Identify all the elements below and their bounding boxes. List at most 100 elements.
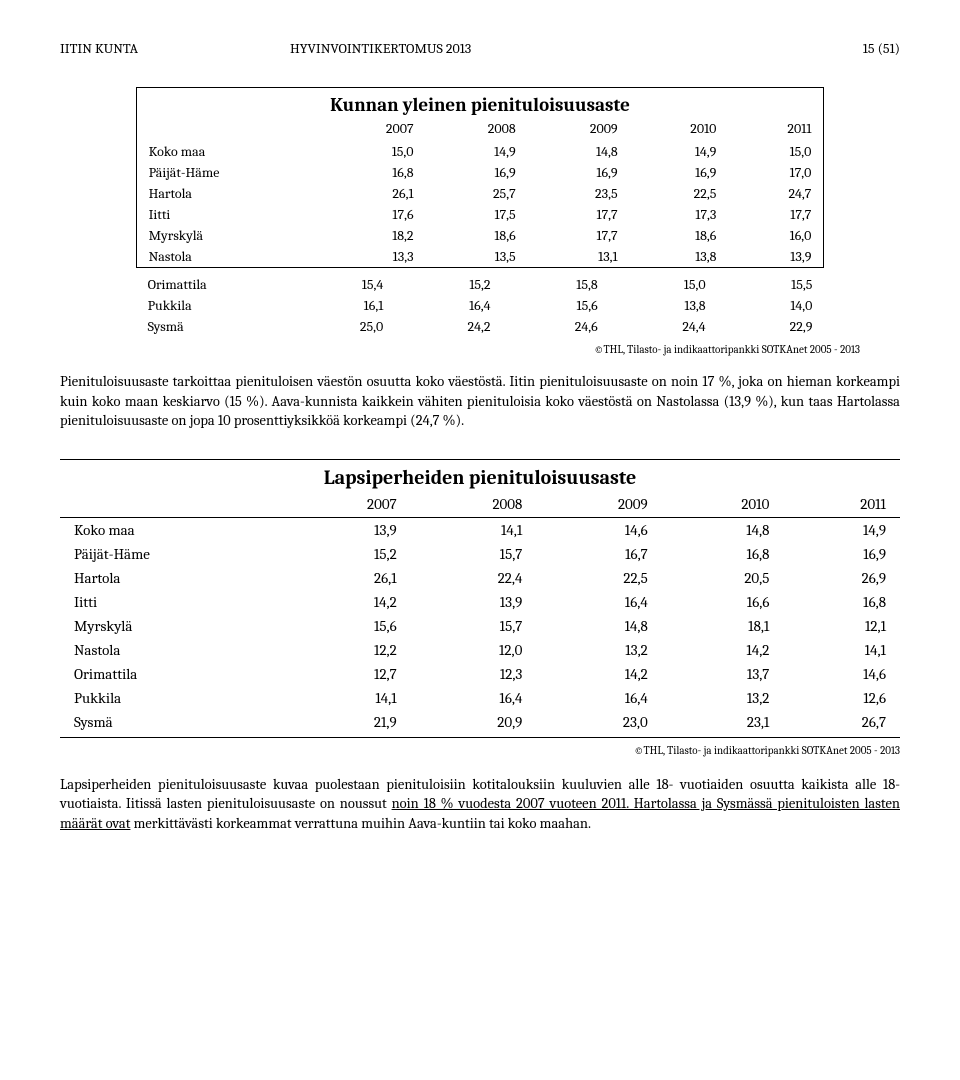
table-row: Iitti17,617,517,717,317,7 bbox=[136, 204, 824, 225]
row-label: Koko maa bbox=[60, 517, 286, 542]
cell: 14,2 bbox=[662, 638, 784, 662]
row-label: Päijät-Häme bbox=[60, 542, 286, 566]
table2: Lapsiperheiden pienituloisuusaste 2007 2… bbox=[60, 459, 900, 738]
cell: 12,7 bbox=[286, 662, 411, 686]
row-label: Hartola bbox=[136, 183, 324, 204]
cell: 23,1 bbox=[662, 710, 784, 738]
cell: 14,0 bbox=[718, 295, 825, 316]
table2-title: Lapsiperheiden pienituloisuusaste bbox=[60, 459, 900, 492]
header-page-number: 15 (51) bbox=[863, 40, 900, 57]
cell: 13,9 bbox=[411, 590, 537, 614]
cell: 12,0 bbox=[411, 638, 537, 662]
table-row: Iitti14,213,916,416,616,8 bbox=[60, 590, 900, 614]
row-label: Nastola bbox=[136, 246, 324, 268]
cell: 20,5 bbox=[662, 566, 784, 590]
table-row: Sysmä21,920,923,023,126,7 bbox=[60, 710, 900, 738]
table-row: Hartola26,122,422,520,526,9 bbox=[60, 566, 900, 590]
table2-year: 2008 bbox=[411, 492, 537, 518]
cell: 26,1 bbox=[324, 183, 426, 204]
row-label: Koko maa bbox=[136, 141, 324, 162]
cell: 13,2 bbox=[536, 638, 661, 662]
cell: 15,2 bbox=[286, 542, 411, 566]
cell: 24,2 bbox=[395, 316, 502, 337]
table2-year: 2009 bbox=[536, 492, 661, 518]
row-label: Orimattila bbox=[60, 662, 286, 686]
row-label: Pukkila bbox=[60, 686, 286, 710]
table-row: Orimattila15,415,215,815,015,5 bbox=[136, 274, 825, 295]
cell: 16,8 bbox=[662, 542, 784, 566]
table-row: Pukkila16,116,415,613,814,0 bbox=[136, 295, 825, 316]
cell: 16,9 bbox=[630, 162, 729, 183]
row-label: Orimattila bbox=[136, 274, 288, 295]
header-center: HYVINVOINTIKERTOMUS 2013 bbox=[290, 40, 863, 57]
cell: 14,6 bbox=[783, 662, 900, 686]
para2-post: merkittävästi korkeammat verrattuna muih… bbox=[130, 815, 591, 832]
table2-container: Lapsiperheiden pienituloisuusaste 2007 2… bbox=[60, 459, 900, 738]
cell: 12,1 bbox=[783, 614, 900, 638]
table2-year: 2007 bbox=[286, 492, 411, 518]
cell: 16,8 bbox=[324, 162, 426, 183]
cell: 24,7 bbox=[728, 183, 824, 204]
cell: 24,4 bbox=[610, 316, 718, 337]
row-label: Myrskylä bbox=[60, 614, 286, 638]
cell: 17,7 bbox=[728, 204, 824, 225]
table2-year: 2010 bbox=[662, 492, 784, 518]
table2-year-row: 2007 2008 2009 2010 2011 bbox=[60, 492, 900, 518]
table-row: Koko maa13,914,114,614,814,9 bbox=[60, 517, 900, 542]
cell: 25,0 bbox=[287, 316, 395, 337]
cell: 16,1 bbox=[287, 295, 395, 316]
row-label: Hartola bbox=[60, 566, 286, 590]
row-label: Myrskylä bbox=[136, 225, 324, 246]
cell: 12,2 bbox=[286, 638, 411, 662]
cell: 21,9 bbox=[286, 710, 411, 738]
cell: 13,8 bbox=[630, 246, 729, 268]
table1-year: 2008 bbox=[426, 118, 528, 141]
cell: 14,9 bbox=[630, 141, 729, 162]
cell: 15,7 bbox=[411, 542, 537, 566]
cell: 17,3 bbox=[630, 204, 729, 225]
cell: 26,9 bbox=[783, 566, 900, 590]
cell: 23,5 bbox=[528, 183, 630, 204]
cell: 16,4 bbox=[536, 590, 661, 614]
cell: 16,9 bbox=[528, 162, 630, 183]
cell: 17,5 bbox=[426, 204, 528, 225]
cell: 18,6 bbox=[426, 225, 528, 246]
cell: 17,0 bbox=[728, 162, 824, 183]
table-row: Sysmä25,024,224,624,422,9 bbox=[136, 316, 825, 337]
cell: 15,0 bbox=[610, 274, 718, 295]
row-label: Pukkila bbox=[136, 295, 288, 316]
row-label: Päijät-Häme bbox=[136, 162, 324, 183]
cell: 16,8 bbox=[783, 590, 900, 614]
cell: 22,4 bbox=[411, 566, 537, 590]
row-label: Nastola bbox=[60, 638, 286, 662]
table-row: Myrskylä18,218,617,718,616,0 bbox=[136, 225, 824, 246]
table1-title: Kunnan yleinen pienituloisuusaste bbox=[136, 88, 824, 119]
table1-year: 2011 bbox=[728, 118, 824, 141]
cell: 22,5 bbox=[536, 566, 661, 590]
cell: 16,9 bbox=[783, 542, 900, 566]
cell: 26,1 bbox=[286, 566, 411, 590]
cell: 13,5 bbox=[426, 246, 528, 268]
page-header: IITIN KUNTA HYVINVOINTIKERTOMUS 2013 15 … bbox=[60, 40, 900, 57]
cell: 15,6 bbox=[503, 295, 610, 316]
table1-year: 2010 bbox=[630, 118, 729, 141]
cell: 17,7 bbox=[528, 204, 630, 225]
table1-year: 2009 bbox=[528, 118, 630, 141]
cell: 14,6 bbox=[536, 517, 661, 542]
cell: 18,1 bbox=[662, 614, 784, 638]
table2-year: 2011 bbox=[783, 492, 900, 518]
cell: 16,4 bbox=[536, 686, 661, 710]
cell: 18,6 bbox=[630, 225, 729, 246]
cell: 17,7 bbox=[528, 225, 630, 246]
cell: 13,8 bbox=[610, 295, 718, 316]
cell: 17,6 bbox=[324, 204, 426, 225]
cell: 24,6 bbox=[503, 316, 610, 337]
cell: 14,9 bbox=[426, 141, 528, 162]
cell: 15,7 bbox=[411, 614, 537, 638]
cell: 20,9 bbox=[411, 710, 537, 738]
row-label: Iitti bbox=[60, 590, 286, 614]
cell: 15,8 bbox=[503, 274, 610, 295]
cell: 15,4 bbox=[287, 274, 395, 295]
cell: 15,5 bbox=[718, 274, 825, 295]
cell: 14,8 bbox=[528, 141, 630, 162]
